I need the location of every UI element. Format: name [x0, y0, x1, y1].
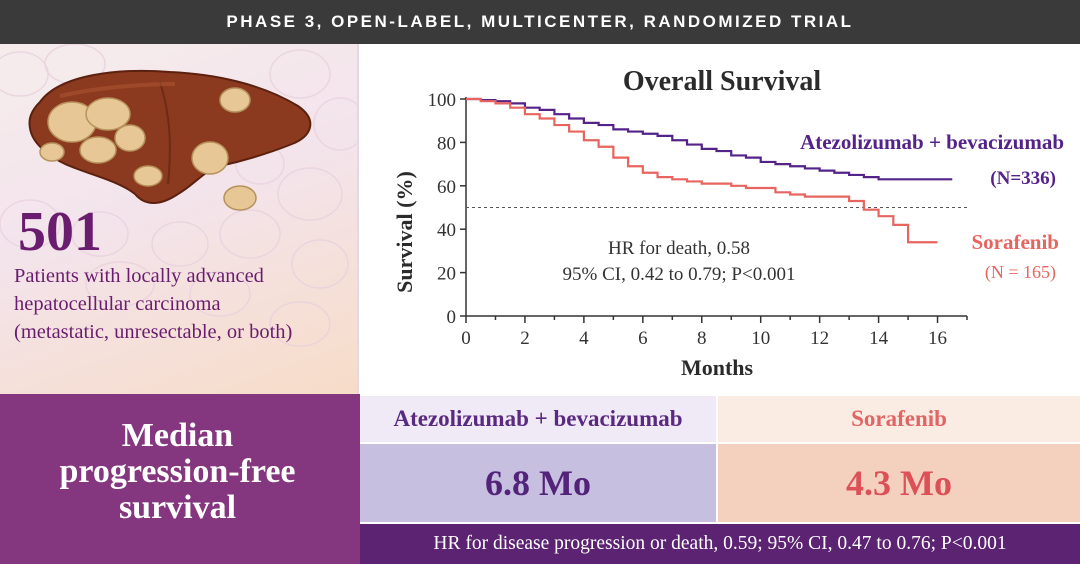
pfs-hr-band: HR for disease progression or death, 0.5…	[360, 524, 1080, 564]
y-tick-label: 20	[437, 264, 456, 285]
patient-description-line: Patients with locally advanced	[14, 265, 264, 287]
chart-axes: 0 20 40 60 80 100 0 2 4 6 8 10 12 14 16	[428, 90, 968, 349]
pfs-label-line: survival	[118, 489, 237, 526]
x-tick-label: 8	[697, 328, 707, 349]
y-tick-label: 60	[437, 177, 456, 198]
y-axis-label: Survival (%)	[392, 171, 417, 293]
liver-illustration	[28, 69, 312, 211]
chart-series	[466, 97, 953, 244]
atezo-arm-name: Atezolizumab + bevacizumab	[393, 406, 683, 431]
patient-description: Patients with locally advanced hepatocel…	[14, 262, 354, 346]
patient-description-line: (metastatic, unresectable, or both)	[14, 321, 293, 343]
pfs-label: Median progression-free survival	[20, 418, 335, 526]
pfs-hr-text: HR for disease progression or death, 0.5…	[433, 533, 1007, 554]
x-tick-label: 16	[928, 328, 947, 349]
x-tick-label: 4	[579, 328, 589, 349]
sorafenib-arm-name: Sorafenib	[851, 406, 947, 431]
x-tick-label: 10	[751, 328, 770, 349]
overall-survival-chart: Overall Survival Survival (%) Months HR …	[357, 44, 1080, 394]
x-tick-label: 2	[520, 328, 530, 349]
atezo-survival-curve	[466, 97, 953, 181]
trial-header: PHASE 3, OPEN-LABEL, MULTICENTER, RANDOM…	[0, 0, 1080, 44]
chart-title: Overall Survival	[623, 66, 822, 97]
patients-panel	[0, 44, 357, 394]
sorafenib-pfs-box: 4.3 Mo	[718, 444, 1080, 522]
atezo-series-n: (N=336)	[990, 168, 1056, 189]
x-axis-label: Months	[681, 355, 754, 380]
atezo-arm-header: Atezolizumab + bevacizumab	[360, 396, 716, 442]
sorafenib-pfs-value: 4.3 Mo	[846, 463, 952, 503]
y-tick-label: 80	[437, 133, 456, 154]
x-tick-label: 0	[461, 328, 471, 349]
atezo-series-label: Atezolizumab + bevacizumab	[800, 130, 1064, 154]
hr-annotation-line-1: HR for death, 0.58	[608, 238, 750, 259]
pfs-label-line: Median	[121, 417, 234, 454]
patient-description-line: hepatocellular carcinoma	[14, 293, 221, 315]
x-tick-label: 14	[869, 328, 889, 349]
trial-header-title: PHASE 3, OPEN-LABEL, MULTICENTER, RANDOM…	[226, 12, 854, 31]
hr-annotation-line-2: 95% CI, 0.42 to 0.79; P<0.001	[563, 264, 796, 285]
atezo-pfs-box: 6.8 Mo	[360, 444, 716, 522]
sorafenib-series-n: (N = 165)	[985, 262, 1056, 283]
sorafenib-series-label: Sorafenib	[971, 230, 1059, 254]
y-tick-label: 0	[447, 307, 457, 328]
x-tick-label: 12	[810, 328, 829, 349]
pfs-label-panel	[0, 394, 360, 564]
atezo-pfs-value: 6.8 Mo	[485, 463, 591, 503]
sorafenib-arm-header: Sorafenib	[718, 396, 1080, 442]
patient-count: 501	[18, 201, 102, 263]
x-tick-label: 6	[638, 328, 648, 349]
overall-survival-plot: Overall Survival Survival (%) Months HR …	[392, 66, 1064, 380]
y-tick-label: 40	[437, 220, 456, 241]
pfs-label-line: progression-free	[59, 453, 296, 490]
sorafenib-survival-curve	[466, 97, 938, 244]
cell-background-pattern	[0, 44, 357, 347]
y-tick-label: 100	[428, 90, 457, 111]
